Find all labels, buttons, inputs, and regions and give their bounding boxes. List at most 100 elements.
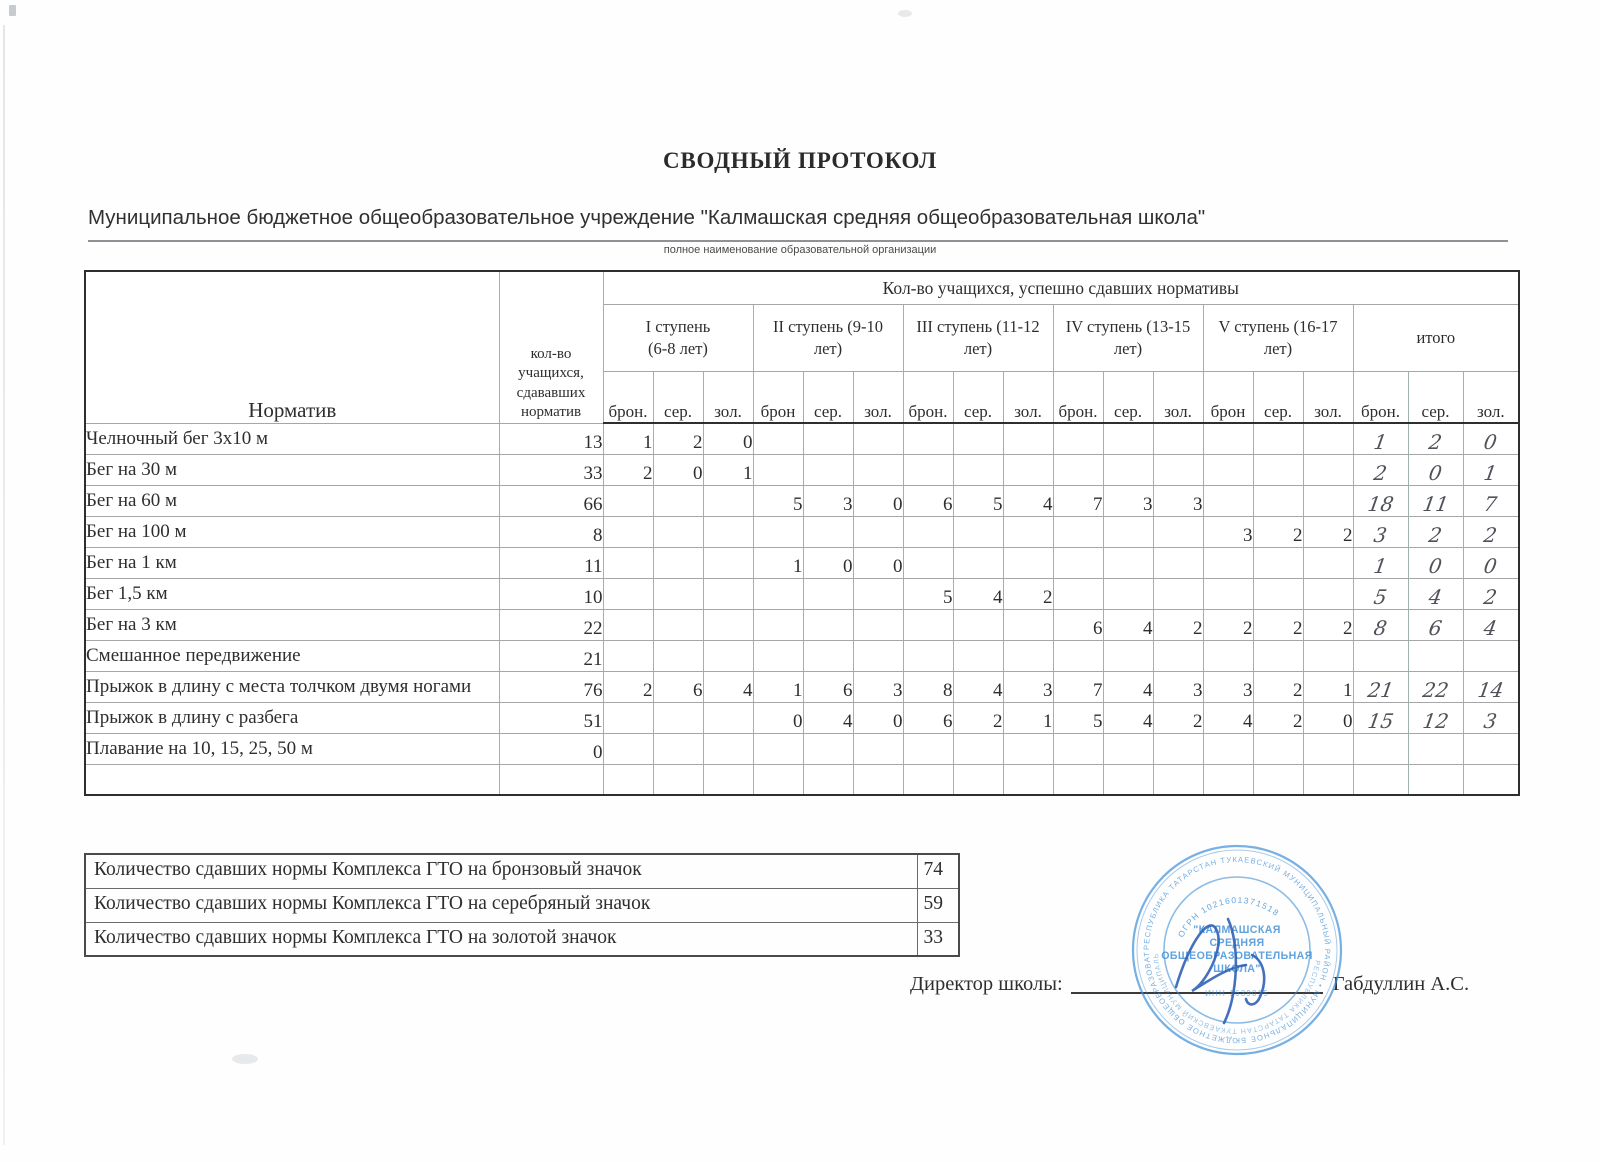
scan-artifact	[9, 5, 16, 16]
stage-value-cell	[702, 608, 754, 641]
stage-value-cell	[952, 422, 1004, 455]
stage-value-cell: 2	[1202, 608, 1254, 641]
handwritten-total: 1	[1482, 460, 1500, 485]
stage-value-cell	[1152, 639, 1204, 672]
stage-value-cell	[852, 453, 904, 486]
stage-value-cell	[1002, 422, 1054, 455]
stage-value-cell: 3	[1202, 515, 1254, 548]
stage-value-cell	[752, 732, 804, 765]
stage-value-cell	[1102, 732, 1154, 765]
stage-value-cell	[1202, 732, 1254, 765]
stage-value-cell: 3	[1152, 670, 1204, 703]
count-cell: 22	[498, 608, 604, 641]
stage-value-cell: 4	[702, 670, 754, 703]
handwritten-total: 6	[1427, 615, 1444, 640]
total-value-cell: 2	[1352, 453, 1409, 486]
stamp-outer-ring	[1131, 844, 1343, 1056]
total-value-cell: 0	[1407, 546, 1464, 579]
stage-value-cell	[1152, 546, 1204, 579]
stage-value-cell	[1252, 577, 1304, 610]
header-silver: сер.	[652, 371, 704, 424]
stage-value-cell: 2	[1152, 608, 1204, 641]
total-value-cell: 12	[1407, 701, 1464, 734]
stage-value-cell	[652, 577, 704, 610]
stage-value-cell: 0	[802, 546, 854, 579]
stage-value-cell: 1	[752, 546, 804, 579]
stage-value-cell: 0	[652, 453, 704, 486]
summary-value-gold: 33	[916, 921, 960, 957]
stage-value-cell	[902, 453, 954, 486]
stage-value-cell: 8	[902, 670, 954, 703]
stage-value-cell	[802, 453, 854, 486]
header-silver: сер.	[1407, 371, 1464, 424]
stage-value-cell: 7	[1052, 670, 1104, 703]
total-value-cell: 2	[1462, 577, 1520, 610]
handwritten-total: 0	[1427, 460, 1444, 485]
table-row: Количество сдавших нормы Комплекса ГТО н…	[84, 887, 960, 923]
stage-value-cell	[1102, 577, 1154, 610]
stage-value-cell	[702, 577, 754, 610]
stage-value-cell	[1052, 577, 1104, 610]
count-cell: 10	[498, 577, 604, 610]
stage-value-cell: 1	[1302, 670, 1354, 703]
stage-value-cell: 2	[1252, 670, 1304, 703]
stage-value-cell	[1252, 763, 1304, 796]
stage-value-cell	[852, 639, 904, 672]
stage-value-cell	[702, 763, 754, 796]
stage-value-cell	[602, 515, 654, 548]
stage-value-cell	[1052, 422, 1104, 455]
header-bronze: брон.	[602, 371, 654, 424]
total-value-cell: 8	[1352, 608, 1409, 641]
normative-cell: Челночный бег 3х10 м	[84, 422, 500, 455]
handwritten-total: 1	[1372, 553, 1389, 578]
stage-value-cell	[952, 546, 1004, 579]
stage-value-cell	[852, 515, 904, 548]
header-bronze: брон.	[1352, 371, 1409, 424]
count-cell: 51	[498, 701, 604, 734]
stage-value-cell	[1252, 546, 1304, 579]
stage-value-cell: 5	[952, 484, 1004, 517]
total-value-cell	[1352, 763, 1409, 796]
scan-artifact	[232, 1054, 258, 1064]
stage-value-cell	[1002, 453, 1054, 486]
stamp-outer-ring-2	[1136, 849, 1338, 1051]
total-value-cell: 15	[1352, 701, 1409, 734]
stage-value-cell: 2	[1302, 515, 1354, 548]
stage-value-cell	[602, 577, 654, 610]
stage-value-cell	[602, 763, 654, 796]
stage-value-cell	[1102, 422, 1154, 455]
school-stamp-icon: РЕСПУБЛИКА ТАТАРСТАН ТУКАЕВСКИЙ МУНИЦИПА…	[1130, 843, 1343, 1056]
count-cell	[498, 763, 604, 796]
count-cell: 8	[498, 515, 604, 548]
stamp-inn: ИНН 1639015	[1205, 989, 1269, 998]
stage-value-cell	[952, 732, 1004, 765]
count-cell: 0	[498, 732, 604, 765]
handwritten-total: 3	[1482, 708, 1500, 733]
count-cell: 33	[498, 453, 604, 486]
total-value-cell: 18	[1352, 484, 1409, 517]
total-value-cell: 0	[1462, 546, 1520, 579]
stage-value-cell: 1	[752, 670, 804, 703]
summary-value-silver: 59	[916, 887, 960, 923]
normative-cell: Бег на 100 м	[84, 515, 500, 548]
stamp-inner-ring	[1163, 876, 1311, 1024]
header-stage-5: V ступень (16-17 лет)	[1202, 304, 1354, 372]
total-value-cell: 1	[1352, 546, 1409, 579]
stage-value-cell	[1252, 453, 1304, 486]
stage-value-cell	[1102, 763, 1154, 796]
stage-value-cell: 2	[1252, 515, 1304, 548]
stage-value-cell	[1302, 577, 1354, 610]
stage-value-cell	[602, 701, 654, 734]
stage-value-cell	[602, 639, 654, 672]
stage-value-cell	[852, 608, 904, 641]
handwritten-total: 2	[1427, 429, 1444, 454]
stage-value-cell	[1052, 453, 1104, 486]
stage-value-cell	[752, 763, 804, 796]
stage-value-cell	[1152, 763, 1204, 796]
stage-value-cell	[752, 608, 804, 641]
stage-value-cell	[1202, 484, 1254, 517]
total-value-cell: 11	[1407, 484, 1464, 517]
handwritten-total: 2	[1372, 460, 1389, 485]
